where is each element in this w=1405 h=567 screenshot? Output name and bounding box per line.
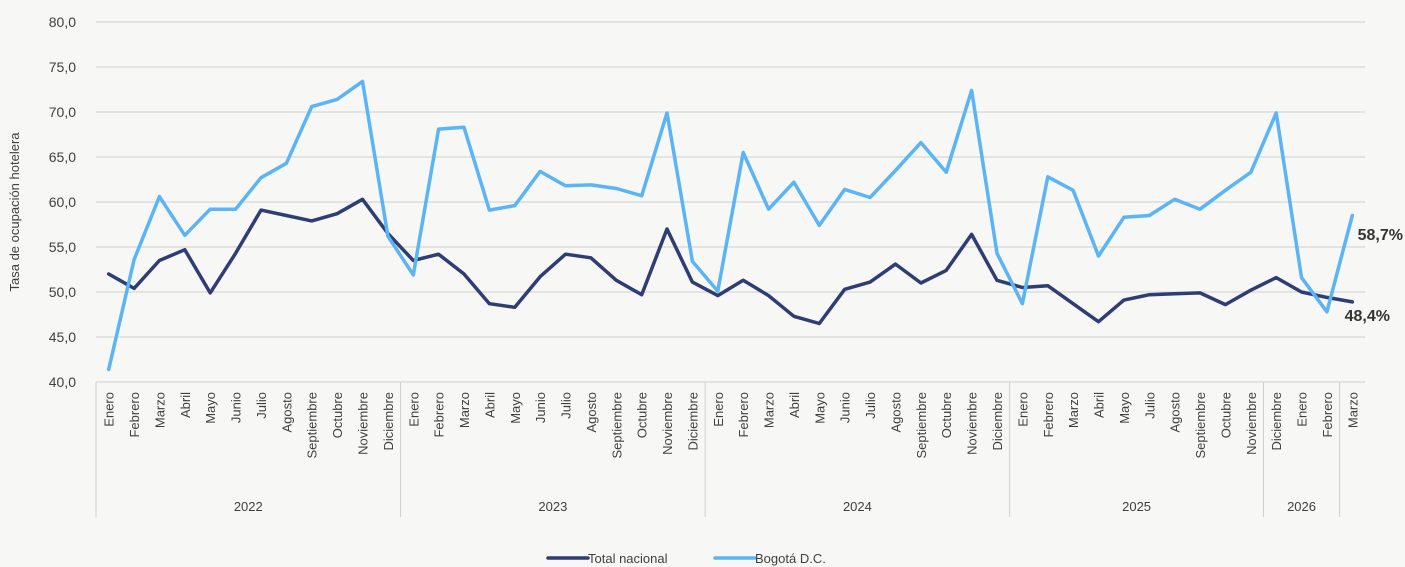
x-tick-label: Julio	[1142, 392, 1157, 419]
x-tick-label: Octubre	[1218, 392, 1233, 438]
x-tick-label: Julio	[559, 392, 574, 419]
year-label: 2024	[843, 499, 872, 514]
x-tick-label: Julio	[254, 392, 269, 419]
y-tick-label: 80,0	[49, 14, 76, 30]
x-tick-label: Febrero	[432, 392, 447, 438]
x-tick-label: Enero	[711, 392, 726, 427]
y-axis-title: Tasa de ocupación hotelera	[7, 132, 22, 292]
x-tick-label: Abril	[482, 392, 497, 418]
year-label: 2026	[1287, 499, 1316, 514]
x-tick-label: Marzo	[762, 392, 777, 428]
series-lines	[106, 79, 1355, 372]
x-tick-label: Mayo	[812, 392, 827, 424]
x-tick-label: Octubre	[939, 392, 954, 438]
x-tick-label: Marzo	[152, 392, 167, 428]
year-label: 2023	[538, 499, 567, 514]
x-tick-label: Abril	[178, 392, 193, 418]
legend: Total nacional Bogotá D.C.	[546, 551, 826, 566]
x-tick-label: Enero	[406, 392, 421, 427]
y-tick-label: 60,0	[49, 194, 76, 210]
y-tick-label: 70,0	[49, 104, 76, 120]
x-tick-label: Agosto	[1168, 392, 1183, 432]
gridlines	[96, 21, 1365, 383]
x-tick-label: Mayo	[508, 392, 523, 424]
end-label-total-nacional: 48,4%	[1345, 308, 1390, 325]
x-tick-label: Septiembre	[914, 392, 929, 458]
x-tick-label: Diciembre	[685, 392, 700, 451]
x-tick-label: Febrero	[127, 392, 142, 438]
end-label-bogota: 58,7%	[1358, 227, 1403, 244]
x-tick-label: Diciembre	[1269, 392, 1284, 451]
x-tick-label: Octubre	[330, 392, 345, 438]
x-tick-label: Septiembre	[609, 392, 624, 458]
y-tick-label: 40,0	[49, 374, 76, 390]
x-tick-label: Agosto	[584, 392, 599, 432]
series-line-total-nacional	[106, 197, 1355, 326]
x-tick-label: Noviembre	[1244, 392, 1259, 455]
x-tick-label: Febrero	[736, 392, 751, 438]
x-tick-label: Diciembre	[381, 392, 396, 451]
x-tick-label: Febrero	[1041, 392, 1056, 438]
x-tick-label: Abril	[1092, 392, 1107, 418]
x-tick-label: Septiembre	[305, 392, 320, 458]
x-tick-label: Agosto	[279, 392, 294, 432]
x-tick-label: Marzo	[1066, 392, 1081, 428]
x-tick-label: Noviembre	[660, 392, 675, 455]
end-labels: 58,7% 48,4%	[1345, 227, 1403, 325]
x-tick-label: Septiembre	[1193, 392, 1208, 458]
x-tick-label: Agosto	[888, 392, 903, 432]
series-line-bogot-d-c	[106, 79, 1355, 372]
year-label: 2025	[1122, 499, 1151, 514]
y-tick-label: 50,0	[49, 284, 76, 300]
x-tick-label: Enero	[1015, 392, 1030, 427]
x-tick-label: Enero	[102, 392, 117, 427]
x-tick-label: Noviembre	[355, 392, 370, 455]
year-label: 2022	[234, 499, 263, 514]
legend-label: Total nacional	[588, 551, 668, 566]
x-tick-label: Marzo	[1345, 392, 1360, 428]
x-tick-label: Diciembre	[990, 392, 1005, 451]
x-tick-label: Octubre	[635, 392, 650, 438]
x-tick-label: Marzo	[457, 392, 472, 428]
y-tick-label: 45,0	[49, 329, 76, 345]
x-tick-label: Julio	[863, 392, 878, 419]
legend-label: Bogotá D.C.	[755, 551, 826, 566]
x-tick-label: Abril	[787, 392, 802, 418]
x-tick-label: Junio	[533, 392, 548, 423]
x-tick-label: Junio	[229, 392, 244, 423]
y-tick-label: 65,0	[49, 149, 76, 165]
x-tick-label: Noviembre	[965, 392, 980, 455]
x-axis: Enero Febrero Marzo Abril Mayo Junio Julio Agos…	[95, 382, 1360, 517]
y-tick-label: 55,0	[49, 239, 76, 255]
y-tick-label: 75,0	[49, 59, 76, 75]
y-axis-ticks: 40,0 45,0 50,0 55,0 60,0 65,0 70,0 75,0 80,0	[49, 14, 76, 390]
x-tick-label: Junio	[838, 392, 853, 423]
x-tick-label: Mayo	[203, 392, 218, 424]
x-tick-label: Enero	[1295, 392, 1310, 427]
x-tick-label: Febrero	[1320, 392, 1335, 438]
x-tick-label: Mayo	[1117, 392, 1132, 424]
